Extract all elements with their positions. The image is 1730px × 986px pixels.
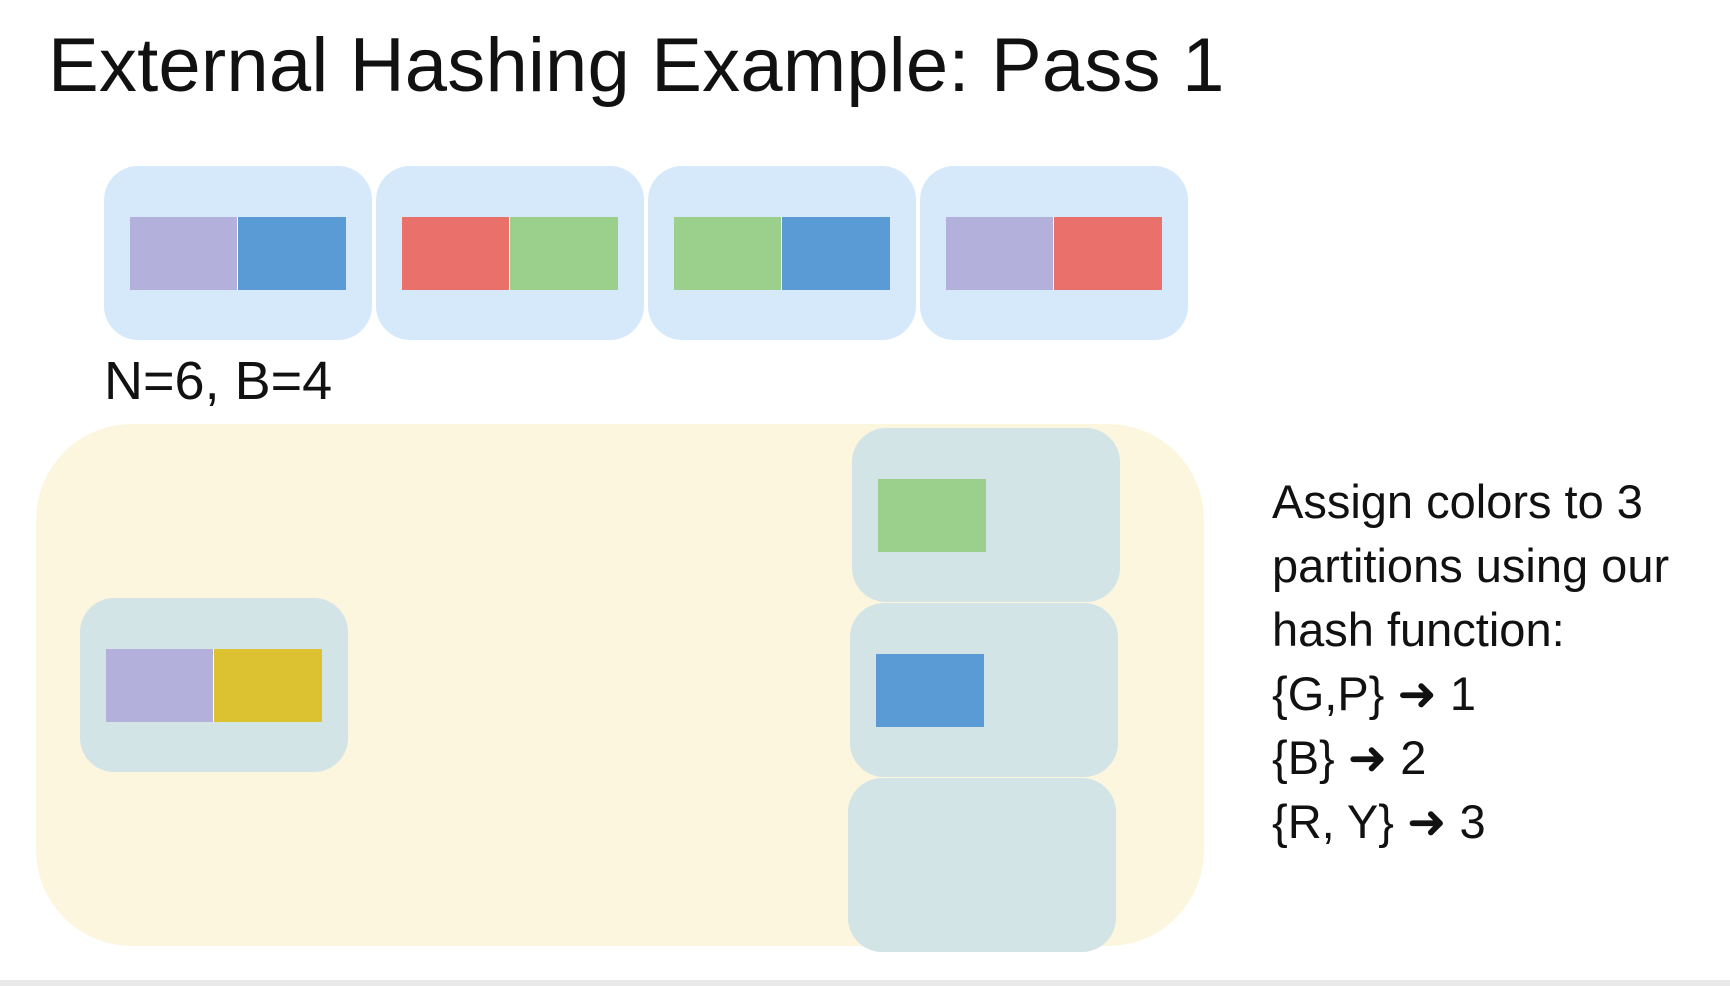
explanation-text: Assign colors to 3 partitions using our … [1272,470,1669,854]
input-page-1 [104,166,372,340]
record-cell [878,479,986,552]
record-cell [876,654,984,727]
bottom-divider [0,980,1730,986]
record-cell [782,217,890,290]
explanation-line: partitions using our [1272,539,1670,592]
hash-rule-1: {G,P} ➜ 1 [1272,667,1476,720]
output-buffer-partition-1 [852,428,1120,602]
record-pair [402,217,618,290]
explanation-line: hash function: [1272,603,1565,656]
params-label: N=6, B=4 [104,351,333,411]
record-cell [1054,217,1162,290]
record-cell [106,649,214,722]
output-buffer-partition-2 [850,603,1118,777]
record-cell [510,217,618,290]
output-buffer-partition-3 [848,778,1116,952]
hash-rule-3: {R, Y} ➜ 3 [1272,795,1486,848]
record-cell [214,649,322,722]
explanation-line: Assign colors to 3 [1272,475,1643,528]
hash-rule-2: {B} ➜ 2 [1272,731,1427,784]
record-pair [106,649,322,722]
record-cell [238,217,346,290]
record-pair [130,217,346,290]
record-cell [130,217,238,290]
input-buffer-page [80,598,348,772]
input-page-3 [648,166,916,340]
record-cell [402,217,510,290]
record-cell [674,217,782,290]
input-page-4 [920,166,1188,340]
record-cell [946,217,1054,290]
record-pair [946,217,1162,290]
slide-title: External Hashing Example: Pass 1 [48,23,1225,108]
record-pair [674,217,890,290]
input-page-2 [376,166,644,340]
